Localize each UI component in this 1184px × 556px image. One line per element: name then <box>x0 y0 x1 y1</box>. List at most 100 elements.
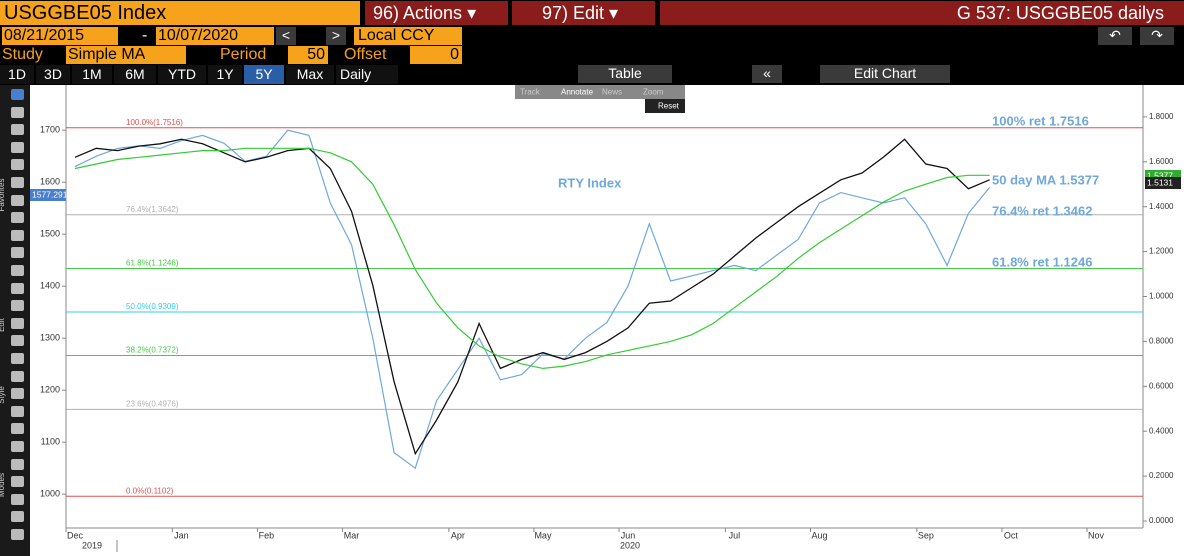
actions-label: 96) Actions <box>373 3 463 23</box>
retracement-label: 38.2%(0.7372) <box>126 346 179 355</box>
start-date[interactable]: 08/21/2015 <box>2 27 118 45</box>
range-button[interactable]: 6M <box>114 65 156 84</box>
tool-icon[interactable] <box>11 247 24 259</box>
end-date[interactable]: 10/07/2020 <box>156 27 274 45</box>
tool-icon[interactable] <box>11 141 24 153</box>
tool-icon[interactable] <box>11 194 24 206</box>
tool-icon[interactable] <box>11 423 24 435</box>
tool-icon[interactable] <box>11 229 24 241</box>
collapse-button[interactable]: « <box>752 65 782 83</box>
y2-tick-label: 0.8000 <box>1149 337 1174 346</box>
next-button[interactable]: > <box>326 27 346 45</box>
y-tick-label: 1000 <box>40 489 60 499</box>
currency[interactable]: Local CCY <box>354 27 462 45</box>
tool-icon[interactable] <box>11 388 24 400</box>
tool-icon[interactable] <box>11 177 24 188</box>
price-tag-bg <box>1145 177 1181 189</box>
y-tick-label: 1600 <box>40 177 60 187</box>
side-label: Edit <box>0 318 6 332</box>
x-tick-label: Nov <box>1088 530 1105 540</box>
tool-icon[interactable] <box>11 511 24 523</box>
tool-icon[interactable] <box>11 124 24 136</box>
security[interactable]: USGGBE05 Index <box>0 1 360 25</box>
y2-tick-label: 0.6000 <box>1149 381 1174 390</box>
frequency-button[interactable]: Daily <box>336 65 398 84</box>
series-label: RTY Index <box>558 175 622 190</box>
retracement-label: 50.0%(0.9309) <box>126 302 179 311</box>
side-label: Modes <box>0 473 6 498</box>
range-button[interactable]: YTD <box>158 65 206 84</box>
reset-bg[interactable] <box>645 99 685 113</box>
y2-tick-label: 1.0000 <box>1149 292 1174 301</box>
range-bar: 1D 3D 1M 6M YTD 1Y 5Y Max Daily <box>0 65 470 84</box>
undo-button[interactable]: ↶ <box>1098 27 1132 45</box>
edit-label: 97) Edit <box>542 3 605 23</box>
y-tick-label: 1400 <box>40 281 60 291</box>
x-tick-label: Feb <box>259 530 275 540</box>
range-button[interactable]: 3D <box>36 65 70 84</box>
edit-menu[interactable]: 97) Edit ▾ <box>512 1 655 25</box>
series-line <box>74 138 990 456</box>
offset-label: Offset <box>344 46 387 63</box>
y2-tick-label: 0.2000 <box>1149 471 1174 480</box>
offset[interactable]: 0 <box>410 46 462 64</box>
side-toolbar: Favorites Edit Style Modes <box>0 85 30 556</box>
y2-tick-label: 1.4000 <box>1149 202 1174 211</box>
y-tick-label: 1700 <box>40 125 60 135</box>
y2-tick-label: 1.6000 <box>1149 157 1174 166</box>
side-label: Style <box>0 386 6 404</box>
tool-icon[interactable] <box>11 493 24 505</box>
period-label: Period <box>220 46 267 63</box>
year-label: 2020 <box>620 540 640 550</box>
mini-toolbar-bg <box>515 85 685 99</box>
x-tick-label: Apr <box>451 530 465 540</box>
tool-icon[interactable] <box>11 300 24 312</box>
x-tick-label: Sep <box>918 530 934 540</box>
tool-icon[interactable] <box>11 476 24 488</box>
tool-icon[interactable] <box>11 106 24 118</box>
tool-icon[interactable] <box>11 458 24 470</box>
table-button[interactable]: Table <box>578 65 672 83</box>
range-button[interactable]: 1M <box>72 65 112 84</box>
x-tick-label: Aug <box>811 530 827 540</box>
redo-button[interactable]: ↷ <box>1140 27 1174 45</box>
chart-background <box>30 85 1184 556</box>
tool-icon[interactable] <box>11 265 24 276</box>
range-button[interactable]: Max <box>286 65 334 84</box>
x-tick-label: Oct <box>1004 530 1019 540</box>
tool-icon[interactable] <box>11 89 24 100</box>
edit-chart-button[interactable]: Edit Chart <box>820 65 950 83</box>
tool-icon[interactable] <box>11 212 24 224</box>
annotation: 61.8% ret 1.1246 <box>992 254 1092 269</box>
mini-tool[interactable]: News <box>602 88 622 97</box>
range-button[interactable]: 5Y <box>244 65 284 84</box>
reset-button[interactable]: Reset <box>658 102 680 111</box>
tool-icon[interactable] <box>11 317 24 329</box>
actions-menu[interactable]: 96) Actions ▾ <box>365 1 508 25</box>
study[interactable]: Simple MA <box>66 46 186 64</box>
mini-tool[interactable]: Annotate <box>561 88 594 97</box>
y-tick-label: 1200 <box>40 385 60 395</box>
annotation: 100% ret 1.7516 <box>992 113 1089 128</box>
tool-icon[interactable] <box>11 370 24 382</box>
mini-tool[interactable]: Zoom <box>643 88 664 97</box>
period[interactable]: 50 <box>288 46 328 64</box>
tool-icon[interactable] <box>11 335 24 347</box>
tool-icon[interactable] <box>11 159 24 171</box>
side-label: Favorites <box>0 178 6 212</box>
prev-button[interactable]: < <box>276 27 296 45</box>
tool-icon[interactable] <box>11 353 24 364</box>
tool-icon[interactable] <box>11 441 24 452</box>
tool-icon[interactable] <box>11 405 24 417</box>
x-tick-label: Jan <box>174 530 189 540</box>
x-tick-label: Jun <box>621 530 636 540</box>
range-button[interactable]: 1Y <box>208 65 242 84</box>
mini-tool[interactable]: Track <box>520 88 541 97</box>
retracement-label: 76.4%(1.3642) <box>126 205 179 214</box>
range-button[interactable]: 1D <box>0 65 34 84</box>
tool-icon[interactable] <box>11 282 24 294</box>
tool-icon[interactable] <box>11 529 24 540</box>
y-tick-label: 1500 <box>40 229 60 239</box>
page-title: G 537: USGGBE05 dailys <box>660 1 1184 25</box>
price-tag-bg <box>30 189 66 201</box>
